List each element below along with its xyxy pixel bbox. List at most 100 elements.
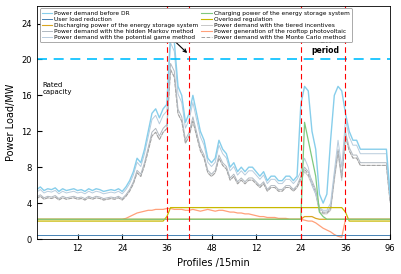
Power demand with the Monte Carlo method [190,119,195,123]
Power demand with the Monte Carlo method [83,198,87,202]
Power demand with the hidden Markov method [168,62,173,65]
Line: Discharging power of the energy storage system: Discharging power of the energy storage … [36,216,390,219]
Charging power of the energy storage system [388,218,393,221]
Power demand with the Monte Carlo method [135,171,140,175]
Power demand with the hidden Markov method [365,161,370,164]
Power demand before DR [228,165,233,169]
Overload regulation [135,219,140,223]
Line: Power demand with the potential game method: Power demand with the potential game met… [36,43,390,210]
Power demand before DR [83,190,87,193]
Power demand before DR [135,156,140,160]
Discharging power of the energy storage system [187,218,192,221]
Power demand with the Monte Carlo method [217,156,221,160]
Line: Power generation of the rooftop photovoltaic: Power generation of the rooftop photovol… [36,209,390,237]
Power demand with the potential game method [190,101,195,104]
Power demand before DR [217,139,221,142]
Power demand with the tiered incentives [321,212,326,216]
Charging power of the energy storage system [302,121,307,124]
Power generation of the rooftop photovoltaic [164,207,169,210]
Power demand before DR [34,188,39,191]
Legend: Power demand before DR, User load reduction, Discharging power of the energy sto: Power demand before DR, User load reduct… [40,8,352,42]
Overload regulation [362,219,367,223]
Discharging power of the energy storage system [362,218,367,221]
Charging power of the energy storage system [34,218,39,221]
Power generation of the rooftop photovoltaic [388,218,393,221]
Power generation of the rooftop photovoltaic [339,236,344,239]
Discharging power of the energy storage system [302,215,307,218]
Power demand with the hidden Markov method [190,115,195,119]
Text: Overloading
period: Overloading period [133,17,186,52]
Power demand with the tiered incentives [388,201,393,204]
Power demand with the tiered incentives [228,178,233,182]
Charging power of the energy storage system [187,218,192,221]
Power demand with the Monte Carlo method [388,201,393,204]
Power demand with the Monte Carlo method [321,211,326,215]
Power demand with the potential game method [365,152,370,155]
Power demand with the hidden Markov method [388,199,393,202]
Power generation of the rooftop photovoltaic [34,218,39,221]
Power generation of the rooftop photovoltaic [83,218,87,221]
Line: Power demand with the Monte Carlo method: Power demand with the Monte Carlo method [36,70,390,213]
Power demand with the tiered incentives [135,171,140,175]
Charging power of the energy storage system [83,218,87,221]
Power demand with the hidden Markov method [228,176,233,180]
Charging power of the energy storage system [362,218,367,221]
Power demand with the hidden Markov method [321,210,326,214]
Power demand with the tiered incentives [217,156,221,160]
Overload regulation [228,206,233,209]
Power demand with the potential game method [135,161,140,164]
Power demand with the potential game method [321,209,326,212]
Line: Power demand before DR: Power demand before DR [36,33,390,203]
Power demand with the tiered incentives [168,68,173,71]
Discharging power of the energy storage system [213,218,218,221]
Power demand with the potential game method [217,144,221,147]
Power demand with the Monte Carlo method [228,178,233,182]
Power demand before DR [388,193,393,196]
Power demand with the hidden Markov method [217,153,221,157]
Line: Overload regulation: Overload regulation [36,208,390,221]
Discharging power of the energy storage system [224,218,229,221]
Power demand before DR [190,94,195,97]
Power demand with the potential game method [34,190,39,194]
Power demand with the potential game method [228,169,233,172]
Overload regulation [83,219,87,223]
Discharging power of the energy storage system [135,218,140,221]
Power generation of the rooftop photovoltaic [135,211,140,215]
User load reduction [34,233,39,236]
User load reduction [83,233,87,236]
Overload regulation [168,206,173,209]
Power demand with the hidden Markov method [135,169,140,172]
Power demand with the hidden Markov method [83,197,87,200]
Power demand before DR [168,31,173,34]
Overload regulation [217,206,221,209]
Power demand with the Monte Carlo method [168,68,173,71]
Power demand with the Monte Carlo method [365,164,370,167]
Power generation of the rooftop photovoltaic [190,208,195,211]
Charging power of the energy storage system [224,218,229,221]
Text: DR
period: DR period [311,36,339,55]
Line: Power demand with the tiered incentives: Power demand with the tiered incentives [36,70,390,214]
User load reduction [213,233,218,236]
User load reduction [135,233,140,236]
User load reduction [224,233,229,236]
User load reduction [358,233,363,236]
Discharging power of the energy storage system [388,218,393,221]
Power demand with the potential game method [168,41,173,44]
Y-axis label: Power Load/MW: Power Load/MW [6,84,16,161]
Text: Rated
capacity: Rated capacity [42,82,72,95]
Charging power of the energy storage system [213,218,218,221]
Overload regulation [388,219,393,223]
Power demand with the potential game method [388,195,393,198]
Power demand with the Monte Carlo method [34,197,39,200]
Power generation of the rooftop photovoltaic [217,209,221,212]
Power demand with the tiered incentives [83,198,87,202]
X-axis label: Profiles /15min: Profiles /15min [177,258,250,269]
Power generation of the rooftop photovoltaic [365,218,370,221]
Power demand before DR [321,201,326,205]
Power generation of the rooftop photovoltaic [228,210,233,214]
Power demand with the potential game method [83,192,87,195]
Overload regulation [190,206,195,209]
Line: Charging power of the energy storage system: Charging power of the energy storage sys… [36,122,390,219]
Charging power of the energy storage system [135,218,140,221]
Line: Power demand with the hidden Markov method: Power demand with the hidden Markov meth… [36,64,390,212]
